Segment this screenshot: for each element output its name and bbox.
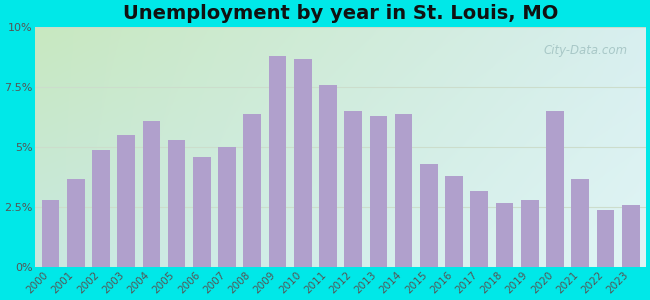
Bar — [92, 150, 110, 267]
Bar — [546, 111, 564, 267]
Bar — [344, 111, 362, 267]
Bar — [117, 135, 135, 267]
Bar — [193, 157, 211, 267]
Bar — [168, 140, 185, 267]
Bar — [268, 56, 287, 267]
Bar — [471, 190, 488, 267]
Bar — [370, 116, 387, 267]
Bar — [42, 200, 59, 267]
Bar — [445, 176, 463, 267]
Bar — [521, 200, 539, 267]
Bar — [496, 202, 514, 267]
Bar — [294, 59, 311, 267]
Bar — [319, 85, 337, 267]
Bar — [597, 210, 614, 267]
Bar — [622, 205, 640, 267]
Title: Unemployment by year in St. Louis, MO: Unemployment by year in St. Louis, MO — [123, 4, 558, 23]
Bar — [218, 147, 236, 267]
Text: City-Data.com: City-Data.com — [543, 44, 627, 57]
Bar — [571, 178, 589, 267]
Bar — [244, 114, 261, 267]
Bar — [67, 178, 85, 267]
Bar — [395, 114, 413, 267]
Bar — [142, 121, 160, 267]
Bar — [420, 164, 437, 267]
